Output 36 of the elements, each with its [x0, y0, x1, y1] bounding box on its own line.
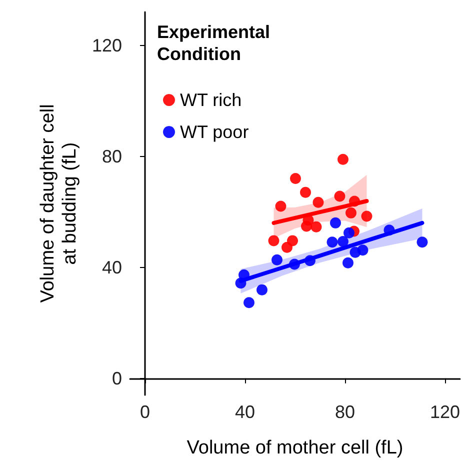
y-axis-title: Volume of daughter cell at budding (fL)	[38, 104, 81, 303]
point	[301, 220, 312, 232]
point	[275, 200, 286, 212]
point	[334, 190, 346, 202]
point	[310, 221, 322, 232]
y-tick-label: 40	[102, 257, 122, 278]
x-tick-label: 80	[334, 402, 356, 422]
point	[330, 217, 341, 228]
point	[338, 154, 348, 165]
point	[268, 235, 280, 246]
point	[338, 236, 348, 248]
point	[416, 236, 428, 248]
y-tick-label: 120	[92, 35, 122, 56]
point	[290, 173, 301, 184]
y-tick-label: 0	[112, 368, 122, 388]
point	[326, 236, 338, 248]
legend-title: Experimental Condition	[157, 22, 270, 64]
point	[244, 297, 254, 308]
point	[300, 186, 311, 198]
x-tick-label: 120	[430, 402, 460, 422]
point	[344, 227, 354, 238]
point	[361, 210, 372, 222]
line-series	[272, 199, 369, 225]
point	[312, 196, 324, 208]
point	[282, 242, 292, 253]
point	[342, 257, 354, 268]
point	[346, 207, 356, 218]
x-tick-label: 40	[234, 402, 256, 422]
legend-label: WT rich	[180, 90, 242, 110]
x-tick-label: 0	[140, 402, 150, 422]
legend-label: WT poor	[180, 122, 249, 142]
x-axis-title: Volume of mother cell (fL)	[186, 438, 404, 458]
point	[357, 244, 368, 256]
point	[272, 254, 282, 266]
y-tick-label: 80	[102, 146, 122, 166]
point	[256, 284, 268, 296]
